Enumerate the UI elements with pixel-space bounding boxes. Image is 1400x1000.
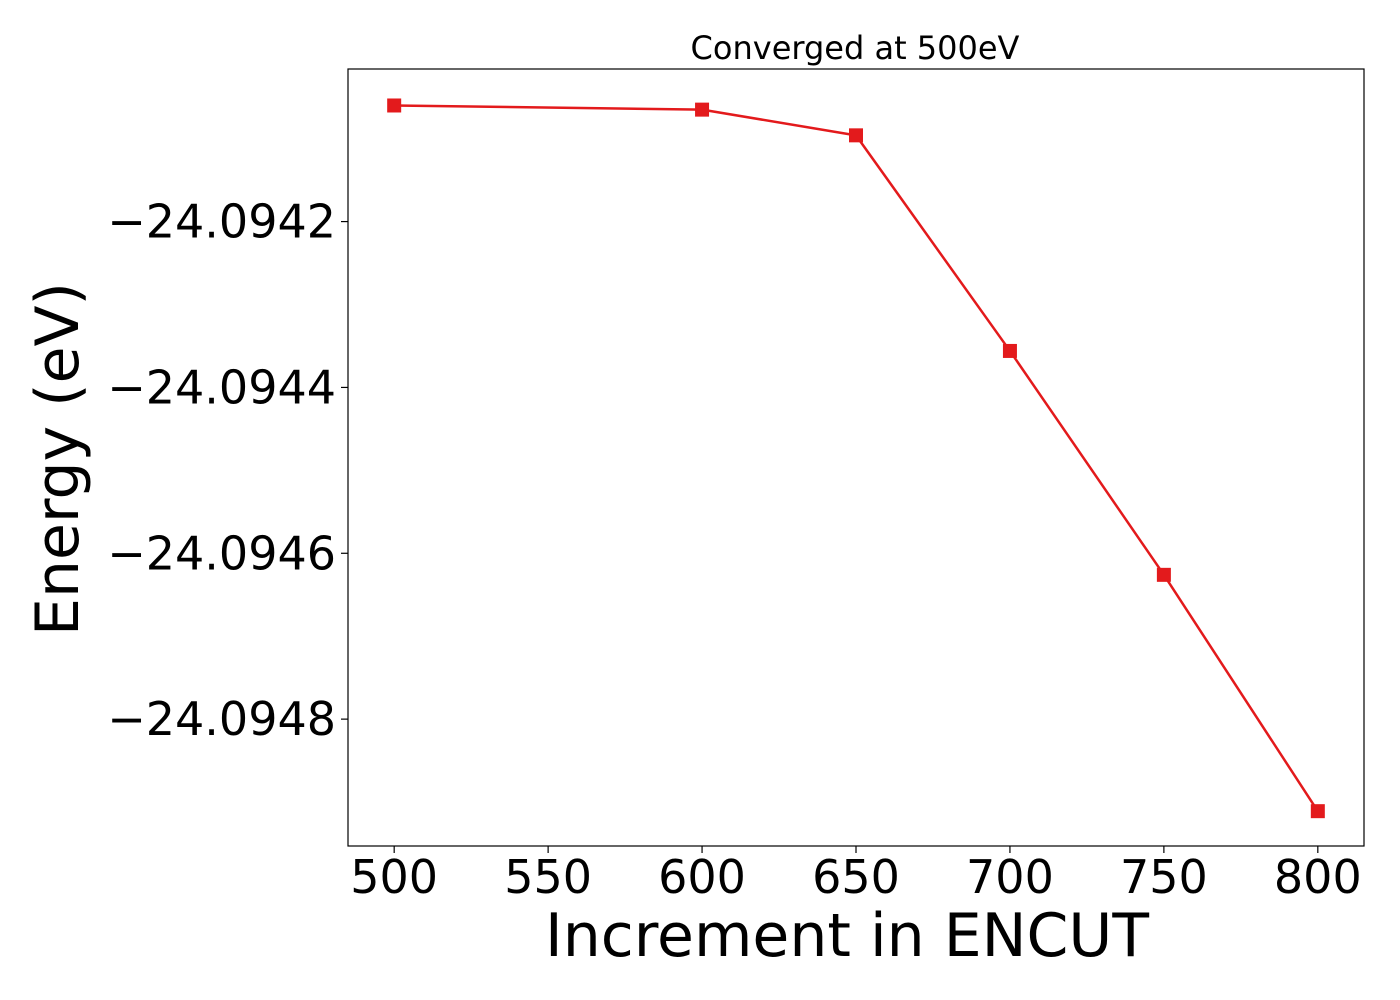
- data-point-marker: [1310, 804, 1325, 819]
- y-tick-label: −24.0942: [107, 195, 336, 249]
- chart-title: Converged at 500eV: [691, 29, 1020, 67]
- data-point-marker: [695, 102, 710, 117]
- x-tick-label: 600: [658, 850, 746, 904]
- y-tick-label: −24.0946: [107, 526, 336, 580]
- plot-area-frame: [347, 68, 1365, 847]
- y-axis-label: Energy (eV): [23, 282, 93, 636]
- data-point-marker: [849, 128, 863, 143]
- x-tick-label: 800: [1274, 850, 1362, 904]
- tick-layer: 500 550 600 650 700 750 800 −24.0942 −24.0944 −24…: [107, 195, 1361, 904]
- series-layer: [387, 98, 1325, 819]
- data-point-marker: [387, 98, 402, 113]
- x-tick-label: 550: [504, 850, 592, 904]
- y-tick-label: −24.0944: [107, 360, 336, 414]
- x-tick-label: 500: [350, 850, 438, 904]
- data-point-marker: [1156, 567, 1171, 582]
- x-tick-label: 750: [1120, 850, 1208, 904]
- data-point-marker: [1002, 343, 1017, 358]
- y-tick-label: −24.0948: [107, 692, 336, 746]
- x-tick-label: 650: [812, 850, 900, 904]
- x-axis-label: Increment in ENCUT: [545, 901, 1149, 971]
- x-tick-label: 700: [966, 850, 1054, 904]
- series-line: [394, 104, 1319, 812]
